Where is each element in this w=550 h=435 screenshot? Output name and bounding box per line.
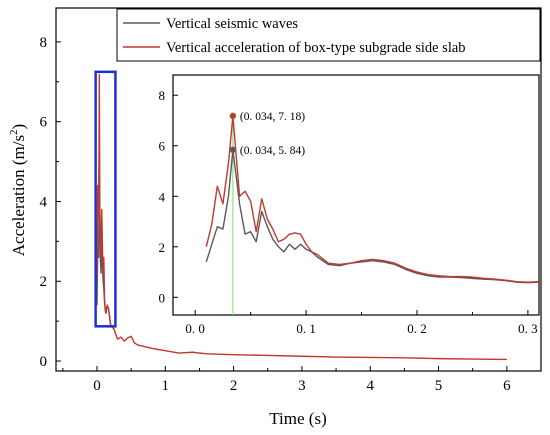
inset-x-tick-label: 0. 3: [518, 321, 538, 336]
x-tick-label: 5: [435, 378, 443, 394]
inset-y-tick-label: 6: [159, 139, 166, 154]
inset-peak-point: [229, 146, 237, 154]
main-series-slab-line: [96, 73, 507, 361]
y-tick-label: 8: [40, 35, 48, 51]
main-series-group: [96, 73, 507, 361]
x-tick-label: 6: [503, 378, 511, 394]
inset-ticks: 0. 0 0. 1 0. 2 0. 3 0 2 4 6 8: [159, 88, 538, 336]
inset-peak-point: [229, 112, 237, 120]
x-tick-label: 4: [366, 378, 374, 394]
y-axis-title: Acceleration (m/s2): [8, 124, 28, 256]
legend: Vertical seismic waves Vertical accelera…: [116, 8, 541, 62]
inset-x-tick-label: 0. 2: [407, 321, 427, 336]
main-axes-frame: [55, 7, 542, 372]
y-axis-title-sup: 2: [8, 129, 20, 135]
main-plot-area: [55, 7, 542, 372]
main-ticks: 0 1 2 3 4 5 6 0 2 4 6 8: [40, 35, 542, 394]
y-tick-label: 6: [40, 115, 48, 131]
inset-annotations: (0. 034, 7. 18) (0. 034, 5. 84): [229, 111, 305, 157]
x-tick-label: 1: [162, 378, 170, 394]
x-tick-label: 3: [298, 378, 306, 394]
x-tick-label: 0: [93, 378, 101, 394]
legend-box: [116, 8, 541, 62]
inset-y-tick-label: 0: [159, 290, 166, 305]
inset-x-tick-label: 0. 1: [296, 321, 316, 336]
y-axis-title-end: ): [9, 124, 28, 130]
inset-series-seismic-line: [205, 149, 540, 284]
inset-x-tick-label: 0. 0: [185, 321, 205, 336]
y-axis-title-main: Acceleration (m/s: [9, 135, 28, 256]
legend-label-slab: Vertical acceleration of box-type subgra…: [166, 40, 466, 56]
inset-y-tick-label: 8: [159, 88, 166, 103]
y-tick-label: 2: [40, 274, 48, 290]
x-tick-label: 2: [230, 378, 238, 394]
x-axis-title: Time (s): [269, 409, 326, 428]
inset-peak-label: (0. 034, 5. 84): [240, 145, 305, 157]
y-tick-label: 0: [40, 354, 48, 370]
inset-peak-label: (0. 034, 7. 18): [240, 111, 305, 123]
inset-y-tick-label: 4: [159, 189, 166, 204]
y-tick-label: 4: [40, 194, 48, 210]
inset-y-tick-label: 2: [159, 240, 166, 255]
legend-label-seismic: Vertical seismic waves: [166, 16, 298, 32]
zoom-highlight-box: [94, 70, 117, 328]
inset-series-slab-line: [205, 115, 540, 283]
